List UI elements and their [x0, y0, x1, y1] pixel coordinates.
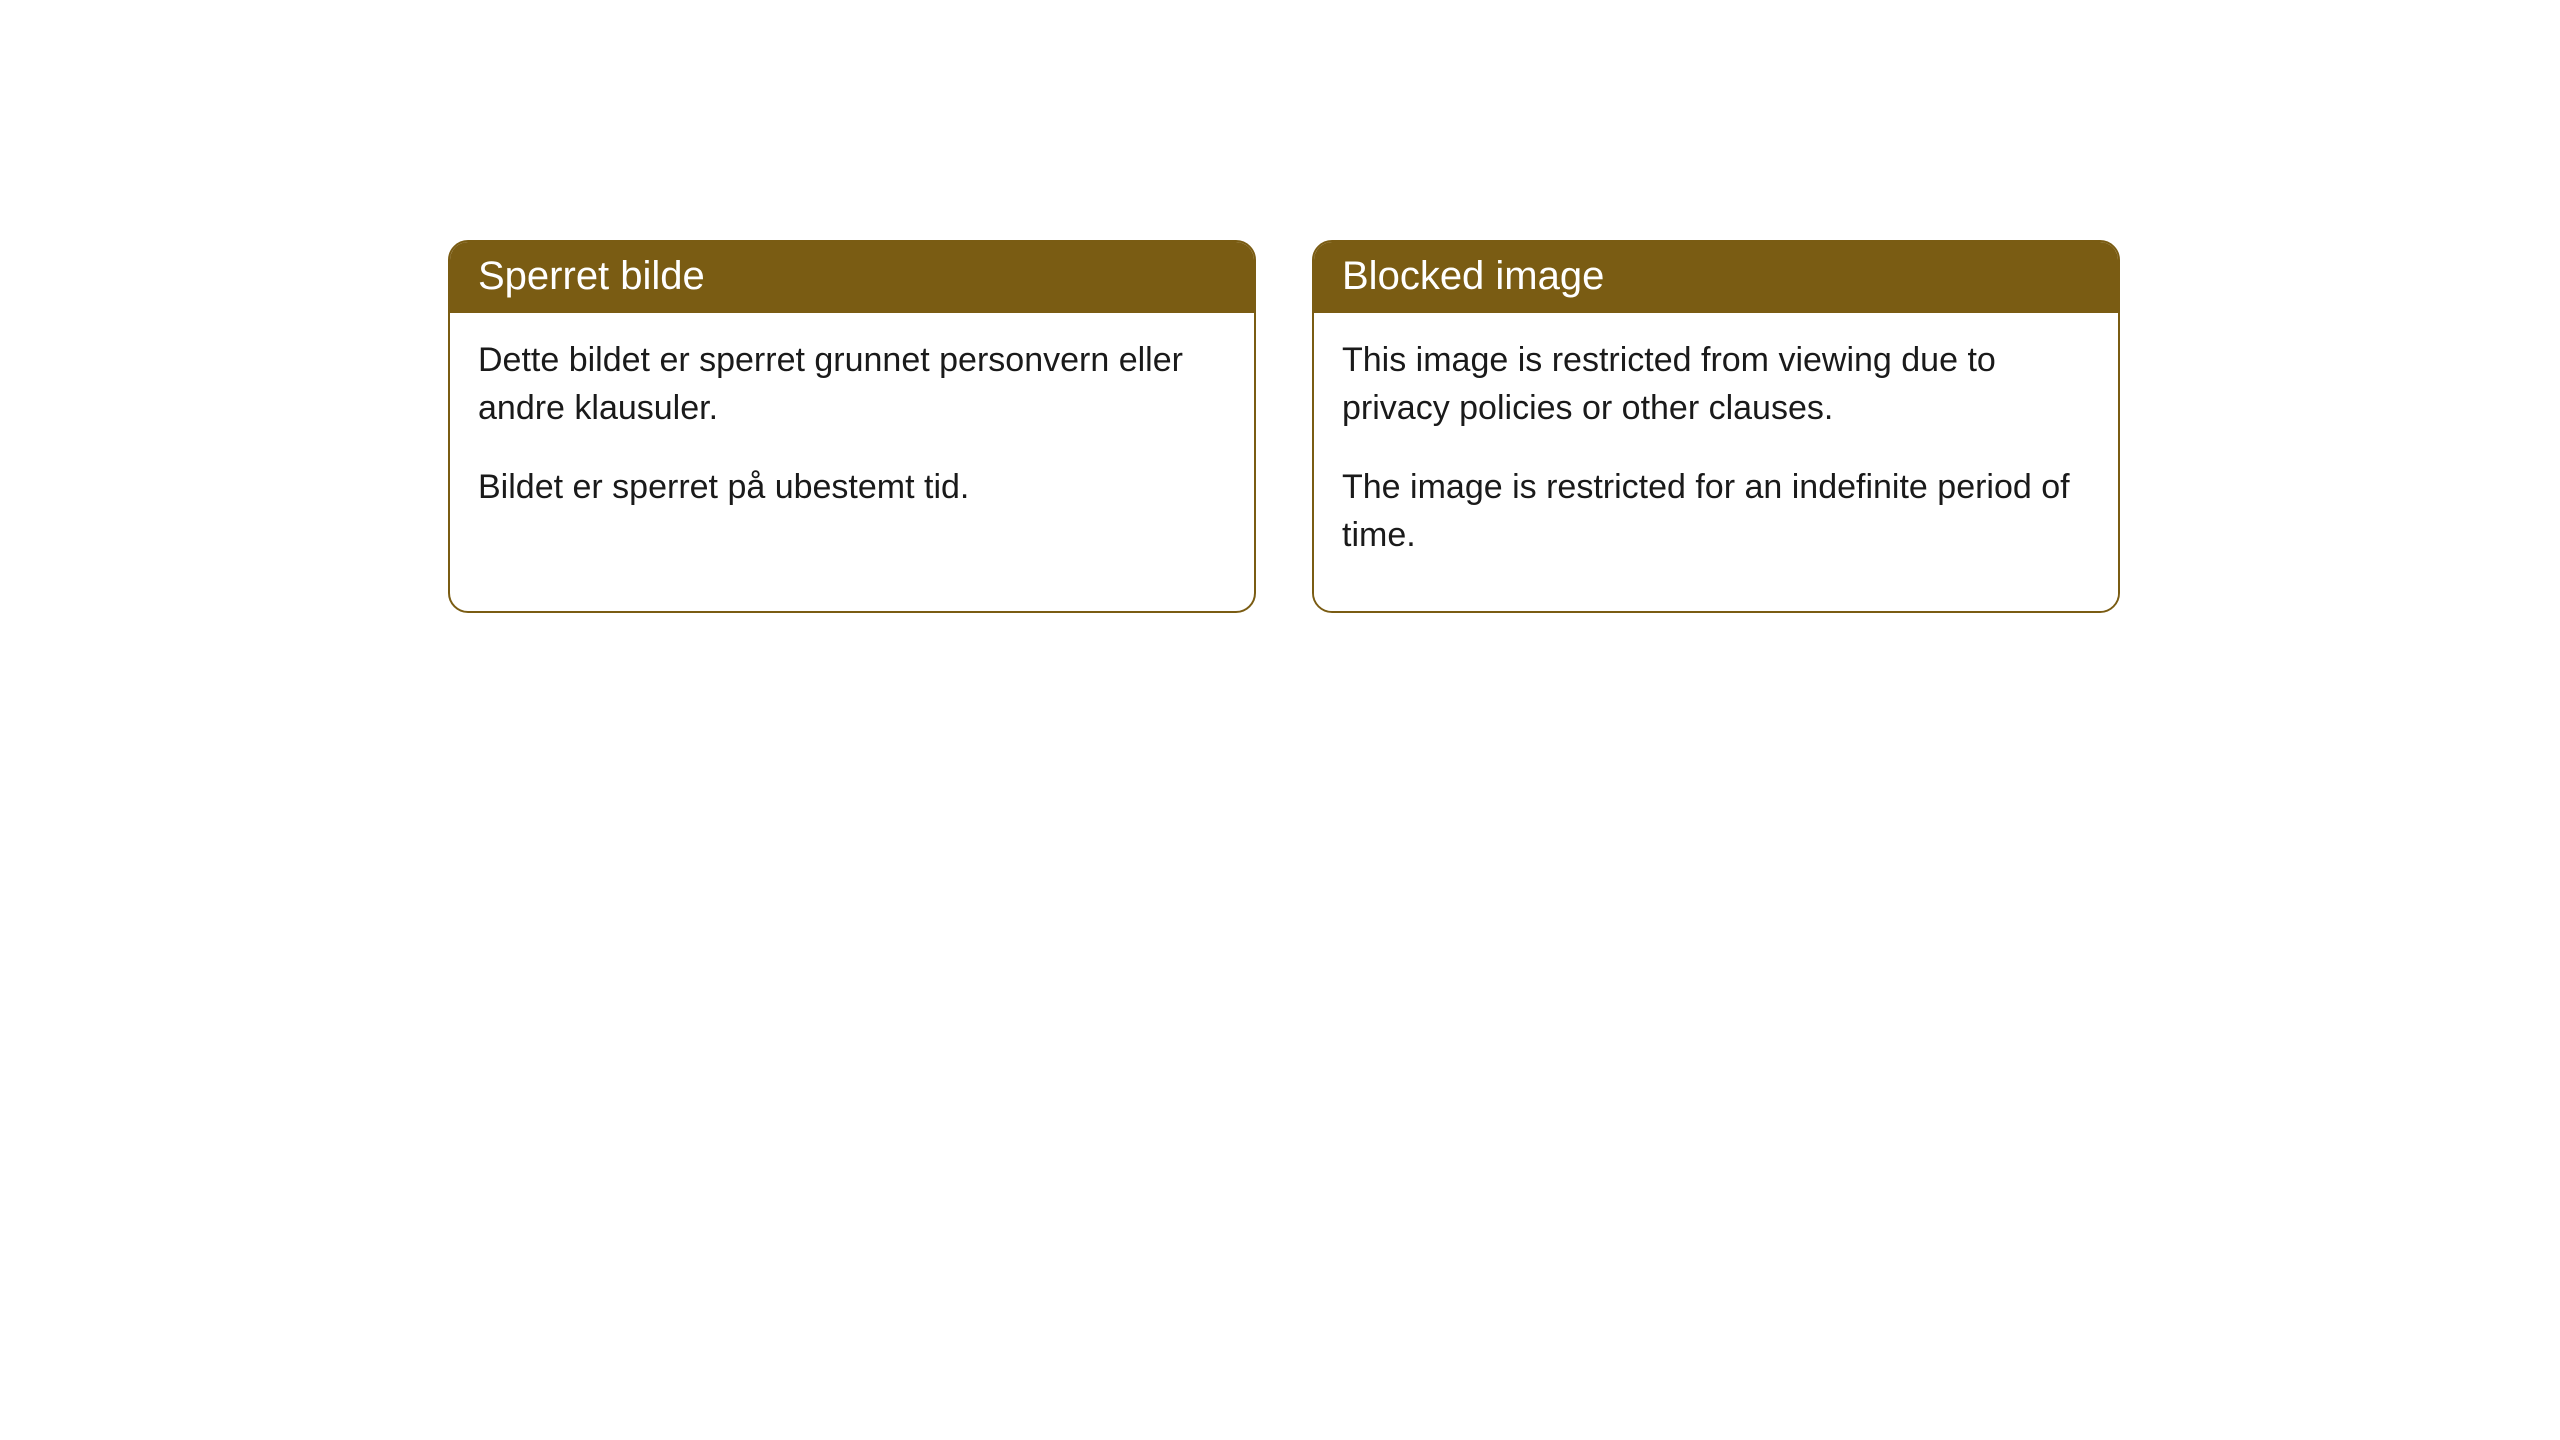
- blocked-image-card-english: Blocked image This image is restricted f…: [1312, 240, 2120, 613]
- card-paragraph-2: Bildet er sperret på ubestemt tid.: [478, 464, 1226, 512]
- card-paragraph-1: This image is restricted from viewing du…: [1342, 337, 2090, 432]
- cards-container: Sperret bilde Dette bildet er sperret gr…: [448, 240, 2120, 613]
- blocked-image-card-norwegian: Sperret bilde Dette bildet er sperret gr…: [448, 240, 1256, 613]
- card-body: Dette bildet er sperret grunnet personve…: [450, 313, 1254, 564]
- card-header: Sperret bilde: [450, 242, 1254, 313]
- card-body: This image is restricted from viewing du…: [1314, 313, 2118, 611]
- card-title: Blocked image: [1342, 254, 1604, 298]
- card-paragraph-1: Dette bildet er sperret grunnet personve…: [478, 337, 1226, 432]
- card-header: Blocked image: [1314, 242, 2118, 313]
- card-paragraph-2: The image is restricted for an indefinit…: [1342, 464, 2090, 559]
- card-title: Sperret bilde: [478, 254, 705, 298]
